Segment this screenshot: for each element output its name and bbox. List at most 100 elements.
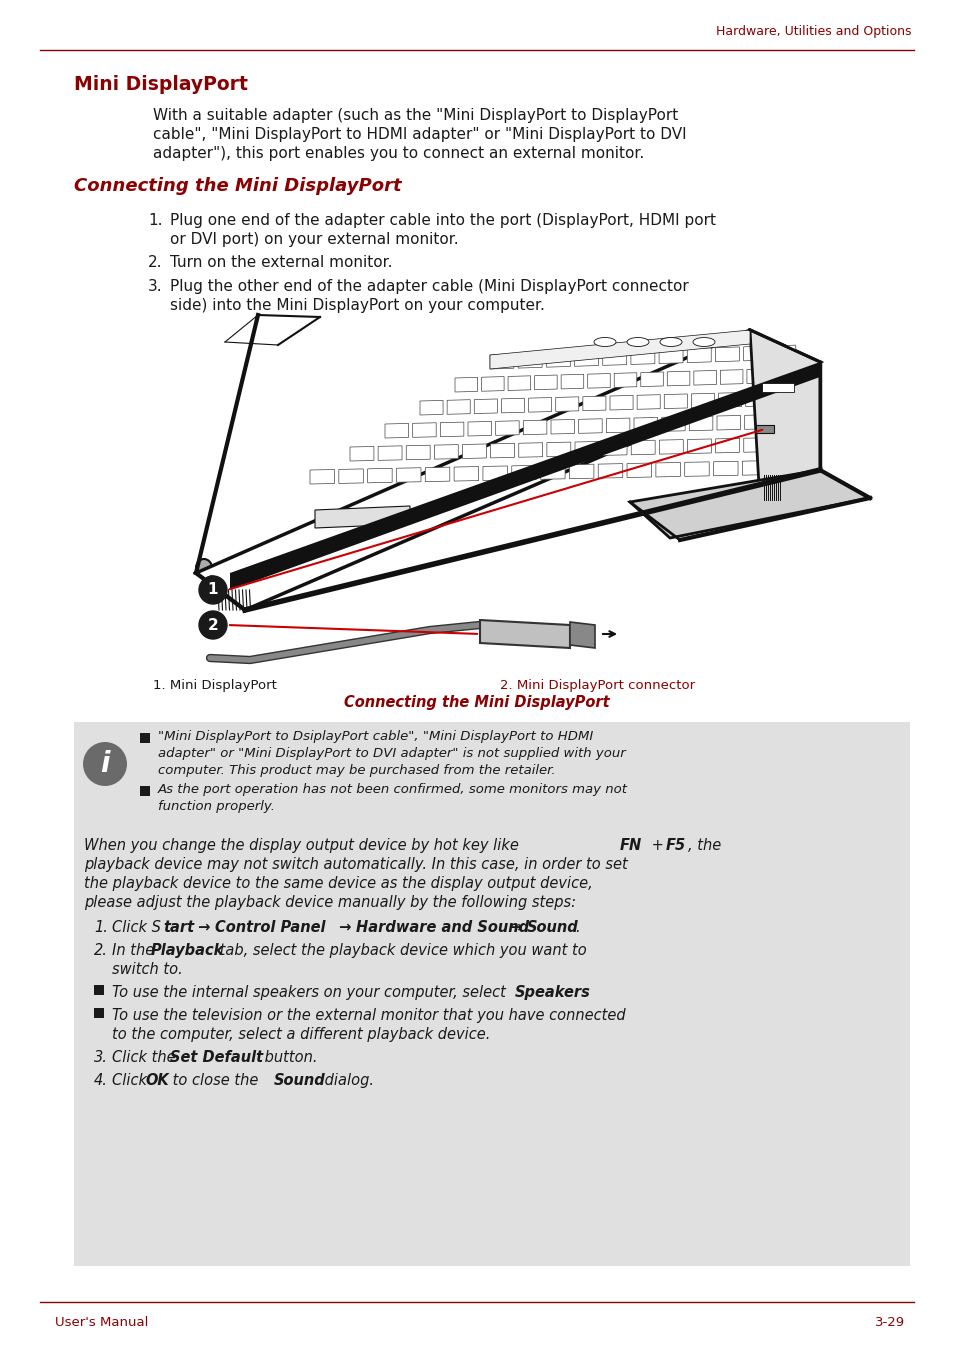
Ellipse shape [692,338,714,346]
Ellipse shape [626,338,648,346]
Polygon shape [546,353,570,368]
Polygon shape [574,352,598,366]
Text: 2.: 2. [94,942,108,959]
Text: adapter"), this port enables you to connect an external monitor.: adapter"), this port enables you to conn… [152,146,643,161]
Polygon shape [772,391,795,406]
Text: Connecting the Mini DisplayPort: Connecting the Mini DisplayPort [344,695,609,711]
Polygon shape [743,438,767,453]
Text: playback device may not switch automatically. In this case, in order to set: playback device may not switch automatic… [84,857,627,872]
Polygon shape [772,414,795,429]
Polygon shape [689,416,712,431]
Polygon shape [626,462,651,477]
Bar [761,383,793,392]
Polygon shape [582,396,605,411]
Polygon shape [744,415,767,430]
Ellipse shape [594,338,616,346]
Polygon shape [663,393,687,408]
Text: Sound: Sound [274,1073,325,1088]
Text: to the computer, select a different playback device.: to the computer, select a different play… [112,1028,490,1042]
Polygon shape [546,442,570,457]
Polygon shape [598,464,622,479]
Polygon shape [508,376,530,391]
Polygon shape [501,399,524,412]
Text: To use the internal speakers on your computer, select: To use the internal speakers on your com… [112,986,510,1000]
Polygon shape [578,419,601,434]
Bar [755,425,773,433]
Polygon shape [602,441,626,456]
Polygon shape [687,439,711,453]
Text: tart: tart [163,919,193,936]
Text: or DVI port) on your external monitor.: or DVI port) on your external monitor. [170,233,458,247]
Polygon shape [556,397,578,411]
Text: Click S: Click S [112,919,161,936]
Polygon shape [406,445,430,460]
Polygon shape [602,350,626,365]
Text: →: → [334,919,356,936]
Text: Plug one end of the adapter cable into the port (DisplayPort, HDMI port: Plug one end of the adapter cable into t… [170,214,716,228]
Polygon shape [425,468,449,481]
Polygon shape [741,461,766,475]
Polygon shape [742,346,767,361]
Polygon shape [715,438,739,453]
Text: 2. Mini DisplayPort connector: 2. Mini DisplayPort connector [499,680,695,692]
Polygon shape [749,330,820,503]
Polygon shape [490,354,514,369]
Polygon shape [551,419,574,434]
Polygon shape [631,441,655,454]
Polygon shape [693,370,716,385]
Bar [74,722,909,917]
Polygon shape [511,465,536,480]
Polygon shape [195,330,820,610]
Text: FN: FN [619,838,641,853]
Polygon shape [630,350,654,365]
Polygon shape [468,422,491,435]
Text: +: + [646,838,668,853]
Text: In the: In the [112,942,159,959]
Polygon shape [640,372,662,387]
Text: Plug the other end of the adapter cable (Mini DisplayPort connector: Plug the other end of the adapter cable … [170,279,688,293]
Text: .: . [575,919,579,936]
Text: User's Manual: User's Manual [55,1317,149,1329]
Ellipse shape [195,558,212,577]
Polygon shape [540,465,564,480]
Polygon shape [481,377,503,391]
Polygon shape [496,420,518,435]
Text: 2.: 2. [148,256,162,270]
Circle shape [83,742,127,786]
Polygon shape [517,353,541,368]
Polygon shape [479,621,569,648]
Polygon shape [661,416,684,431]
Text: To use the television or the external monitor that you have connected: To use the television or the external mo… [112,1009,625,1023]
Text: →: → [504,919,527,936]
Polygon shape [413,423,436,437]
Polygon shape [455,377,477,392]
Text: side) into the Mini DisplayPort on your computer.: side) into the Mini DisplayPort on your … [170,297,544,314]
Text: Click the: Click the [112,1051,180,1065]
Polygon shape [523,420,546,434]
Polygon shape [745,392,768,407]
Polygon shape [771,345,795,360]
Circle shape [199,611,227,639]
Ellipse shape [659,338,681,346]
Text: 3.: 3. [148,279,162,293]
Polygon shape [715,347,739,362]
Polygon shape [770,460,795,475]
Polygon shape [634,418,657,433]
Polygon shape [637,395,659,410]
Text: to close the: to close the [168,1073,263,1088]
Text: switch to.: switch to. [112,963,183,977]
Polygon shape [659,349,682,364]
Polygon shape [528,397,551,412]
Polygon shape [713,461,738,476]
Text: 3.: 3. [94,1051,108,1065]
Bar [140,786,150,796]
Polygon shape [230,362,820,589]
Circle shape [205,576,219,589]
Text: When you change the display output device by hot key like: When you change the display output devic… [84,838,523,853]
Polygon shape [419,400,442,415]
Polygon shape [377,446,401,461]
Text: Turn on the external monitor.: Turn on the external monitor. [170,256,392,270]
Text: button.: button. [260,1051,317,1065]
Text: "Mini DisplayPort to DsiplayPort cable", "Mini DisplayPort to HDMI: "Mini DisplayPort to DsiplayPort cable",… [158,730,593,744]
Polygon shape [629,470,869,538]
